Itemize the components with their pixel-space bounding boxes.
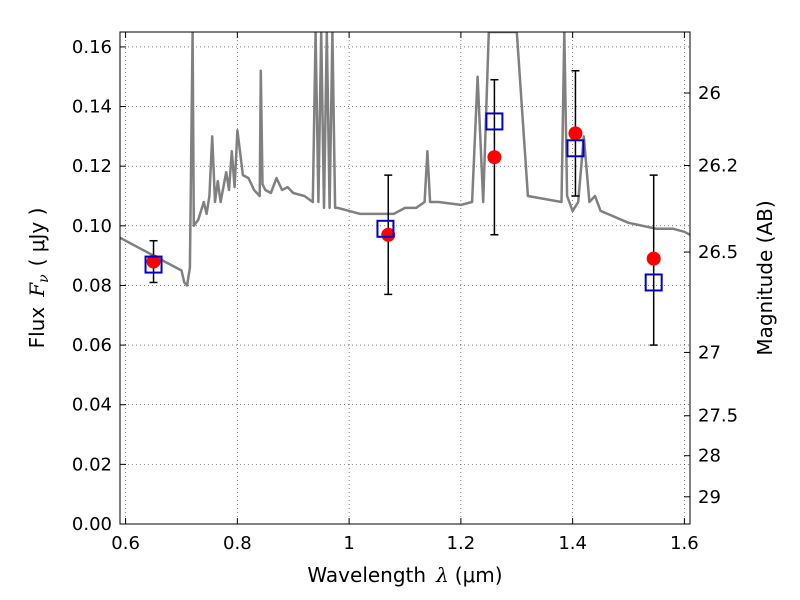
y2-tick-label: 28 [698,446,721,467]
observed-points [146,126,661,269]
model-point [144,255,163,274]
x-tick-label: 1.2 [447,533,476,554]
model-spectrum [120,32,690,287]
y-axis-ticks: 0.00 0.02 0.04 0.06 0.08 0.10 0.12 0.14 0.16 [72,37,126,535]
y2-tick-label: 27 [698,342,721,363]
y-axis-title: FluxFν( μJy ) [25,208,52,349]
observed-point [381,227,396,242]
x-tick-label: 0.8 [223,533,252,554]
y-tick-label: 0.16 [72,37,112,58]
x-tick-label: 1.4 [558,533,587,554]
observed-point [487,150,502,165]
model-point [376,219,395,238]
y-tick-label: 0.08 [72,275,112,296]
x-tick-label: 1 [343,533,354,554]
observed-point [146,254,161,269]
y2-tick-label: 26.5 [698,242,738,263]
model-photometry-points [144,112,663,292]
model-point [566,139,585,158]
grid-lines [120,32,690,525]
x-axis-ticks: 0.6 0.8 1 1.2 1.4 1.6 [111,32,699,554]
y-tick-label: 0.00 [72,514,112,535]
y2-tick-label: 27.5 [698,406,738,427]
y2-axis-ticks: 26 26.2 26.5 27 27.5 28 29 [684,83,738,508]
model-point [485,112,504,131]
model-point [644,273,663,292]
y2-tick-label: 29 [698,487,721,508]
y-tick-label: 0.14 [72,97,112,118]
y-tick-label: 0.12 [72,156,112,177]
x-tick-label: 0.6 [111,533,140,554]
y2-tick-label: 26 [698,83,721,104]
observed-point [568,126,583,141]
y-tick-label: 0.10 [72,216,112,237]
y-tick-label: 0.06 [72,335,112,356]
x-tick-label: 1.6 [670,533,699,554]
y2-axis-title: Magnitude (AB) [753,200,777,355]
observed-point [646,251,661,266]
y-tick-label: 0.04 [72,395,112,416]
y-tick-label: 0.02 [72,454,112,475]
x-axis-title: Wavelength λ (μm) [307,563,502,587]
plot-frame [119,31,691,525]
spectrum-line [120,32,690,287]
y2-tick-label: 26.2 [698,156,738,177]
